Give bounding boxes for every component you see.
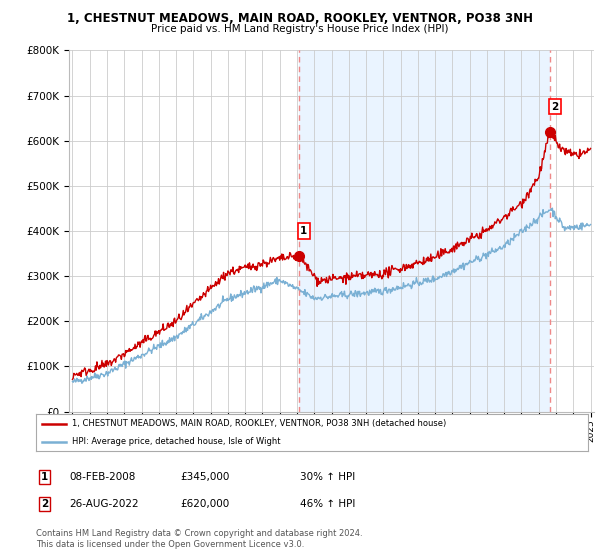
Text: 46% ↑ HPI: 46% ↑ HPI (300, 499, 355, 509)
Text: Contains HM Land Registry data © Crown copyright and database right 2024.
This d: Contains HM Land Registry data © Crown c… (36, 529, 362, 549)
Text: 2: 2 (551, 102, 559, 112)
Bar (299, 50, 550, 412)
Text: 2: 2 (41, 499, 48, 509)
Text: £620,000: £620,000 (180, 499, 229, 509)
Text: 1: 1 (300, 226, 307, 236)
Text: 08-FEB-2008: 08-FEB-2008 (69, 472, 136, 482)
Text: £345,000: £345,000 (180, 472, 229, 482)
Text: 1: 1 (41, 472, 48, 482)
Text: 1, CHESTNUT MEADOWS, MAIN ROAD, ROOKLEY, VENTNOR, PO38 3NH (detached house): 1, CHESTNUT MEADOWS, MAIN ROAD, ROOKLEY,… (72, 419, 446, 428)
Text: 30% ↑ HPI: 30% ↑ HPI (300, 472, 355, 482)
Text: HPI: Average price, detached house, Isle of Wight: HPI: Average price, detached house, Isle… (72, 437, 280, 446)
Text: Price paid vs. HM Land Registry's House Price Index (HPI): Price paid vs. HM Land Registry's House … (151, 24, 449, 34)
Text: 1, CHESTNUT MEADOWS, MAIN ROAD, ROOKLEY, VENTNOR, PO38 3NH: 1, CHESTNUT MEADOWS, MAIN ROAD, ROOKLEY,… (67, 12, 533, 25)
Text: 26-AUG-2022: 26-AUG-2022 (69, 499, 139, 509)
